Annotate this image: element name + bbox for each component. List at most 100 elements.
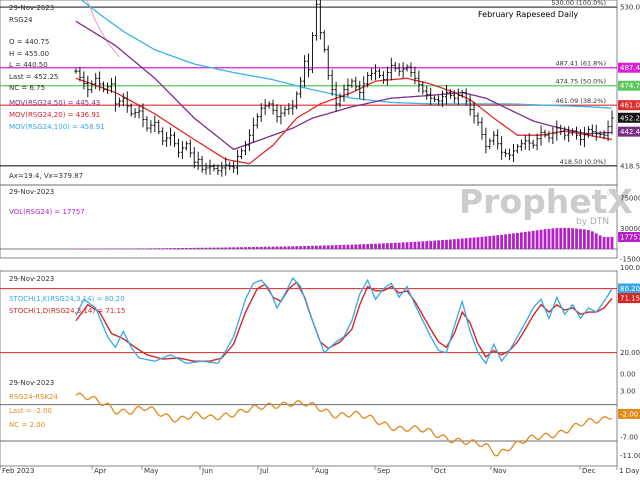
volume-bar bbox=[145, 248, 149, 249]
x-tick-label: May bbox=[144, 467, 158, 475]
price-tick-label: 452.25 bbox=[620, 114, 640, 122]
volume-bar bbox=[141, 248, 145, 249]
stoch-d-label: STOCH(1,D(RSG24,3,14) = 71.15 bbox=[9, 307, 125, 315]
volume-bar bbox=[169, 248, 172, 249]
volume-bar bbox=[421, 241, 425, 249]
volume-bar bbox=[370, 243, 373, 249]
spread-tick-label: -2.00 bbox=[620, 410, 638, 418]
volume-bar bbox=[279, 246, 283, 249]
fib-label: 418.50 (0.0%) bbox=[560, 158, 606, 166]
volume-bar bbox=[579, 228, 582, 249]
volume-bar bbox=[133, 248, 137, 249]
volume-bar bbox=[204, 247, 208, 249]
volume-bar bbox=[374, 243, 377, 249]
volume-bar bbox=[405, 242, 409, 249]
volume-bar bbox=[188, 247, 192, 249]
volume-bar bbox=[598, 235, 602, 249]
volume-bar bbox=[452, 239, 456, 249]
watermark-brand: ProphetX bbox=[459, 182, 633, 221]
volume-bar bbox=[82, 248, 86, 250]
stoch-info: 29-Nov-2023 STOCH(1,K(RSG24,3,14) = 80.2… bbox=[9, 275, 125, 315]
price-low: L = 440.50 bbox=[9, 61, 48, 69]
volume-bar bbox=[114, 248, 117, 250]
x-tick-label: Nov bbox=[493, 467, 507, 475]
volume-bar bbox=[196, 247, 200, 249]
volume-bar bbox=[476, 237, 480, 249]
watermark-trademark: ® bbox=[606, 189, 615, 199]
volume-bar bbox=[153, 248, 157, 249]
fib-label: 474.75 (50.0%) bbox=[555, 78, 606, 86]
volume-info: 29-Nov-2023 VOL(RSG24) = 17757 bbox=[9, 188, 85, 216]
volume-bar bbox=[192, 247, 196, 249]
spread-nc: NC = 2.00 bbox=[9, 421, 45, 429]
price-date: 29-Nov-2023 bbox=[9, 4, 54, 12]
volume-bar bbox=[322, 245, 326, 249]
volume-bar bbox=[366, 244, 370, 249]
volume-bar bbox=[606, 236, 610, 249]
volume-bar bbox=[559, 227, 563, 249]
volume-bar bbox=[106, 248, 109, 250]
volume-bar bbox=[488, 235, 492, 249]
volume-bar bbox=[315, 245, 318, 249]
volume-bar bbox=[523, 231, 527, 249]
volume-bar bbox=[527, 231, 531, 249]
volume-bar bbox=[311, 245, 314, 249]
volume-bar bbox=[342, 244, 346, 249]
volume-bar bbox=[299, 246, 303, 249]
volume-bar bbox=[512, 233, 515, 249]
price-tick-bg bbox=[618, 100, 640, 111]
volume-bar bbox=[571, 228, 574, 249]
volume-date: 29-Nov-2023 bbox=[9, 188, 54, 196]
volume-bar bbox=[468, 237, 472, 249]
volume-bar bbox=[334, 245, 338, 249]
volume-bar bbox=[409, 242, 413, 249]
volume-bar bbox=[287, 246, 291, 249]
panel-frames bbox=[0, 0, 618, 467]
volume-label: VOL(RSG24) = 17757 bbox=[9, 208, 85, 216]
volume-bar bbox=[295, 246, 299, 249]
stoch-layer: 100.00 80.20 71.15 20.00 0.00 bbox=[0, 264, 640, 379]
volume-bar bbox=[338, 245, 342, 249]
volume-tick-label: -15000 bbox=[620, 256, 640, 264]
ma50-label: MOV(RSG24,50) = 445.43 bbox=[9, 99, 100, 107]
volume-bar bbox=[307, 245, 310, 249]
stoch-date: 29-Nov-2023 bbox=[9, 275, 54, 283]
x-tick-label: 1 Day bbox=[619, 467, 640, 475]
spread-tick-label: -11.00 bbox=[620, 452, 640, 460]
x-tick-label: Aug bbox=[315, 467, 329, 475]
fib-label: 461.09 (38.2%) bbox=[555, 97, 606, 105]
volume-tick-bg bbox=[618, 231, 640, 242]
volume-bar bbox=[543, 229, 547, 249]
x-tick-label: Jul bbox=[259, 467, 269, 475]
volume-bar bbox=[121, 248, 125, 250]
volume-bar bbox=[240, 247, 243, 249]
volume-bar bbox=[251, 246, 255, 249]
ma100-label: MOV(RSG24,100) = 458.91 bbox=[9, 123, 105, 131]
stoch-tick-label: 20.00 bbox=[620, 349, 640, 357]
volume-bar bbox=[326, 245, 330, 249]
volume-bar bbox=[78, 248, 82, 250]
volume-bar bbox=[129, 248, 133, 249]
volume-bar bbox=[535, 230, 539, 249]
stoch-k-label: STOCH(1,K(RSG24,3,14) = 80.20 bbox=[9, 295, 125, 303]
price-tick-label: 474.75 bbox=[620, 82, 640, 90]
volume-bar bbox=[472, 237, 476, 249]
volume-bar bbox=[157, 248, 161, 249]
stoch-tick-label: 71.15 bbox=[620, 295, 640, 303]
volume-bar bbox=[401, 242, 405, 249]
volume-tick-label: 17757 bbox=[620, 233, 640, 241]
volume-bar bbox=[90, 248, 94, 250]
volume-bar bbox=[575, 228, 578, 249]
volume-bar bbox=[449, 239, 452, 249]
volume-bar bbox=[318, 245, 322, 249]
volume-bar bbox=[354, 244, 358, 249]
volume-bar bbox=[590, 231, 594, 249]
price-tick-label: 442.49 bbox=[620, 128, 640, 136]
volume-bar bbox=[382, 243, 385, 249]
price-layer: 530.00 (100.0%) 487.41 (61.8%) 474.75 (50.… bbox=[0, 0, 640, 177]
volume-bar bbox=[149, 248, 153, 249]
volume-tick-label: 30000 bbox=[620, 225, 640, 233]
volume-bar bbox=[445, 239, 448, 249]
x-tick-label: Sep bbox=[377, 467, 391, 475]
price-last: Last = 452.25 bbox=[9, 73, 58, 81]
